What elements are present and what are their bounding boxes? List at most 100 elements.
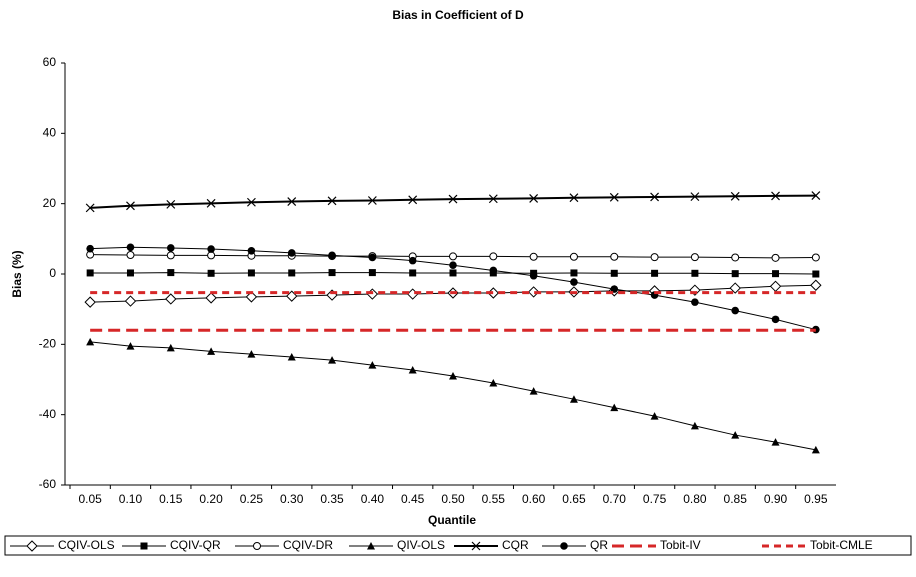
legend-label: CQR	[502, 538, 529, 552]
x-tick-label: 0.70	[603, 492, 627, 506]
x-tick-label: 0.10	[119, 492, 143, 506]
marker	[690, 192, 700, 202]
legend-label: CQIV-OLS	[58, 538, 115, 552]
marker	[729, 282, 741, 294]
y-tick-label: 20	[43, 196, 57, 210]
marker	[84, 296, 96, 308]
marker	[86, 244, 94, 253]
marker	[569, 252, 578, 261]
marker	[529, 271, 538, 280]
marker	[367, 196, 377, 205]
marker	[327, 196, 337, 206]
marker	[569, 395, 578, 403]
marker	[690, 421, 699, 430]
x-tick-label: 0.40	[361, 492, 385, 506]
x-tick-label: 0.25	[240, 492, 264, 506]
marker	[529, 193, 539, 203]
marker	[166, 343, 175, 352]
marker	[650, 192, 660, 202]
marker	[810, 279, 822, 291]
x-tick-label: 0.75	[643, 492, 667, 506]
marker	[328, 356, 337, 364]
marker	[771, 191, 780, 201]
y-axis-label: Bias (%)	[10, 250, 24, 297]
legend-label: CQIV-QR	[170, 538, 221, 552]
marker	[207, 347, 216, 355]
marker	[206, 198, 216, 208]
marker	[489, 252, 498, 261]
marker	[368, 253, 377, 262]
marker	[246, 197, 256, 207]
legend-label: QIV-OLS	[397, 538, 445, 552]
marker	[610, 269, 618, 277]
marker	[691, 298, 699, 306]
marker	[126, 201, 135, 211]
marker	[85, 203, 95, 213]
x-tick-label: 0.30	[280, 492, 304, 506]
x-tick-label: 0.05	[78, 492, 102, 506]
marker	[328, 269, 336, 277]
marker	[529, 252, 538, 261]
marker	[731, 306, 740, 315]
marker	[126, 342, 135, 350]
marker	[449, 269, 457, 277]
y-tick-label: 40	[43, 126, 57, 140]
marker	[569, 193, 579, 203]
x-tick-label: 0.55	[482, 492, 506, 506]
marker	[287, 197, 297, 206]
marker	[368, 269, 376, 277]
marker	[529, 387, 538, 395]
marker	[328, 251, 336, 260]
marker	[812, 270, 820, 278]
x-tick-label: 0.15	[159, 492, 183, 506]
marker	[650, 412, 659, 420]
marker	[448, 194, 458, 204]
marker	[527, 286, 540, 298]
marker	[368, 361, 377, 369]
marker	[610, 285, 619, 293]
marker	[610, 252, 619, 261]
marker	[247, 246, 256, 255]
marker	[731, 431, 740, 439]
marker	[86, 269, 94, 277]
marker	[408, 195, 418, 205]
marker	[610, 403, 619, 412]
marker	[205, 292, 217, 304]
legend-label: Tobit-CMLE	[810, 538, 873, 552]
marker	[609, 192, 619, 202]
marker	[570, 269, 578, 277]
x-axis-label: Quantile	[428, 513, 476, 527]
y-tick-label: -20	[39, 337, 57, 351]
marker	[570, 278, 578, 286]
marker	[367, 542, 375, 550]
x-tick-label: 0.60	[522, 492, 546, 506]
marker	[247, 350, 256, 358]
marker	[140, 542, 148, 550]
marker	[811, 191, 821, 201]
legend-label: Tobit-IV	[660, 538, 701, 552]
marker	[288, 269, 296, 277]
legend-label: QR	[590, 538, 608, 552]
legend-label: CQIV-DR	[283, 538, 333, 552]
marker	[165, 293, 177, 305]
x-tick-label: 0.45	[401, 492, 425, 506]
x-tick-label: 0.20	[199, 492, 223, 506]
marker	[409, 269, 417, 277]
marker	[772, 270, 780, 278]
marker	[408, 366, 417, 374]
marker	[253, 542, 261, 550]
legend-box	[4, 535, 912, 556]
marker	[650, 253, 659, 262]
marker	[207, 251, 216, 260]
marker	[207, 245, 215, 253]
series-line	[90, 194, 816, 209]
marker	[471, 541, 481, 551]
marker	[207, 269, 215, 277]
marker	[769, 280, 782, 293]
marker	[690, 253, 699, 262]
x-tick-label: 0.90	[764, 492, 788, 506]
x-tick-label: 0.85	[724, 492, 748, 506]
marker	[730, 191, 740, 201]
marker	[126, 243, 135, 252]
marker	[449, 252, 457, 261]
